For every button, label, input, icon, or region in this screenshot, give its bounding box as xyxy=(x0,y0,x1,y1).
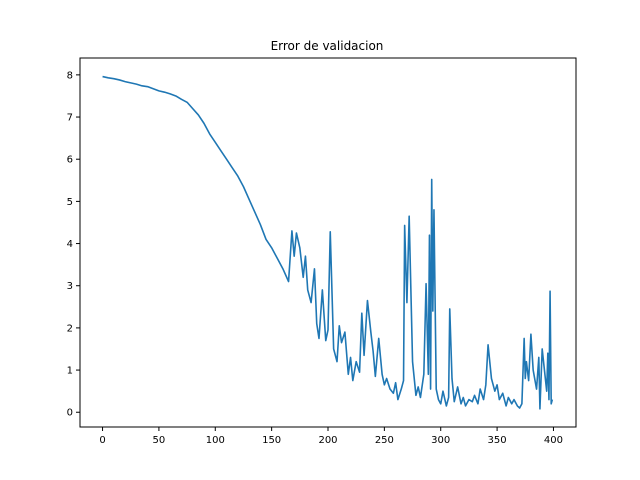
y-tick-label: 6 xyxy=(67,155,73,166)
x-tick-label: 250 xyxy=(375,435,394,446)
plot-frame xyxy=(79,57,577,428)
y-tick-label: 1 xyxy=(67,366,73,377)
y-tick-label: 7 xyxy=(67,113,73,124)
x-tick-label: 300 xyxy=(431,435,450,446)
y-tick-label: 5 xyxy=(67,197,73,208)
x-tick-label: 200 xyxy=(318,435,337,446)
y-axis: 0 1 2 3 4 5 6 7 8 xyxy=(67,70,80,419)
y-tick-label: 8 xyxy=(67,70,73,81)
x-tick-label: 100 xyxy=(206,435,225,446)
x-tick-label: 0 xyxy=(99,435,105,446)
chart-title: Error de validacion xyxy=(271,39,384,53)
y-tick-label: 3 xyxy=(67,281,73,292)
x-axis: 0 50 100 150 200 250 300 350 400 xyxy=(99,427,563,446)
x-tick-label: 50 xyxy=(153,435,166,446)
y-tick-label: 0 xyxy=(67,408,73,419)
x-tick-label: 150 xyxy=(262,435,281,446)
series-line xyxy=(102,75,554,410)
y-tick-label: 2 xyxy=(67,323,73,334)
x-tick-label: 350 xyxy=(488,435,507,446)
x-tick-label: 400 xyxy=(544,435,563,446)
y-tick-label: 4 xyxy=(67,239,73,250)
